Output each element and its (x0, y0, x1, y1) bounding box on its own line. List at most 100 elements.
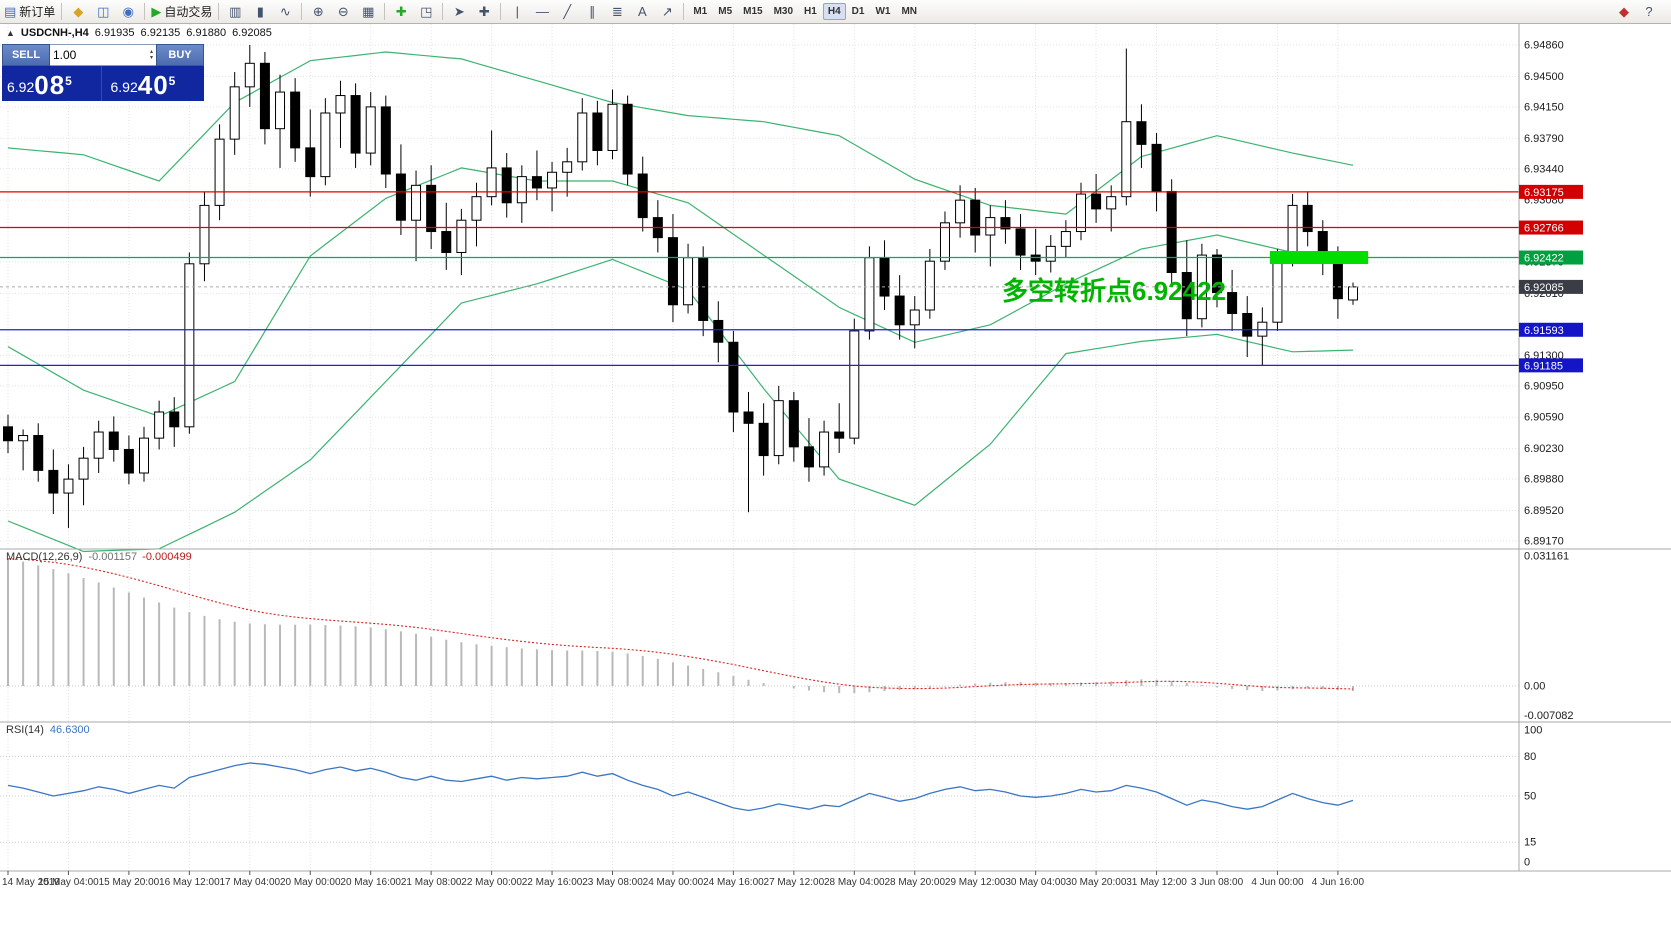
autotrading-button[interactable]: ▶ 自动交易 (149, 2, 214, 22)
candlestick-chart-icon[interactable]: ▮ (248, 2, 272, 22)
horizontal-line-objects[interactable] (0, 191, 1519, 366)
svg-text:23 May 08:00: 23 May 08:00 (582, 877, 643, 888)
buy-price[interactable]: 6.92 40 5 (102, 66, 205, 101)
toolbar-separator (218, 3, 220, 20)
tf-m15[interactable]: M15 (738, 3, 767, 20)
volume-stepper[interactable]: 1.00 ▴ ▾ (50, 44, 156, 66)
pivot-highlight-box[interactable] (1269, 251, 1369, 265)
svg-text:16 May 12:00: 16 May 12:00 (159, 877, 220, 888)
toolbar-separator (500, 3, 502, 20)
metaeditor-icon-glyph: ◆ (73, 4, 84, 19)
svg-text:4 Jun 16:00: 4 Jun 16:00 (1312, 877, 1365, 888)
zoom-in-icon-glyph: ⊕ (312, 4, 324, 19)
svg-text:14 May 2019: 14 May 2019 (2, 877, 60, 888)
order-group: ▤ 新订单 (2, 2, 57, 22)
cursor-group: ➤ ✚ (447, 2, 496, 22)
tf-m5-label: M5 (718, 6, 733, 17)
volume-down-icon[interactable]: ▾ (149, 55, 153, 61)
tile-windows-icon[interactable]: ▦ (356, 2, 380, 22)
chart-window[interactable]: 6.94860 6.94500 6.94150 6.93790 6.93440 6.930… (0, 24, 1671, 949)
volume-value[interactable]: 1.00 (53, 48, 77, 62)
volume-spin-buttons[interactable]: ▴ ▾ (150, 49, 153, 61)
tf-w1-label: W1 (875, 6, 891, 17)
tf-mn[interactable]: MN (896, 3, 922, 20)
alert-icon-glyph: ◆ (1619, 4, 1629, 19)
alert-icon[interactable]: ◆ (1612, 2, 1636, 22)
macd-panel (0, 558, 1519, 694)
sell-button[interactable]: SELL (2, 44, 50, 66)
tf-h4[interactable]: H4 (822, 3, 846, 20)
chart-type-group: ▥ ▮ ∿ (223, 2, 297, 22)
svg-text:6.92766: 6.92766 (1524, 223, 1564, 235)
timeframe-group: M1 M5 M15 M30 H1 H4 D1 W1 MN (688, 3, 922, 20)
fibonacci-icon[interactable]: ≣ (605, 2, 629, 22)
new-chart-button[interactable]: ✚ (389, 2, 413, 22)
tf-m1-label: M1 (693, 6, 708, 17)
tf-h1[interactable]: H1 (799, 3, 822, 20)
sell-price[interactable]: 6.92 08 5 (2, 66, 102, 101)
arrow-object-icon[interactable]: ↗ (655, 2, 679, 22)
horizontal-line-icon-glyph: — (535, 4, 549, 19)
bar-chart-icon[interactable]: ▥ (223, 2, 247, 22)
rsi-panel (0, 755, 1519, 843)
cursor-icon[interactable]: ➤ (447, 2, 471, 22)
svg-text:0: 0 (1524, 857, 1530, 869)
line-chart-icon[interactable]: ∿ (273, 2, 297, 22)
price-chart-canvas[interactable]: 6.948606.945006.941506.937906.934406.930… (0, 24, 1671, 890)
channel-icon[interactable]: ∥ (580, 2, 604, 22)
text-label-icon[interactable]: A (630, 2, 654, 22)
svg-text:28 May 04:00: 28 May 04:00 (824, 877, 885, 888)
tf-w1[interactable]: W1 (870, 3, 895, 20)
panel-separators (0, 24, 1671, 872)
horizontal-line-icon[interactable]: — (530, 2, 554, 22)
macd-main-value: -0.001157 (88, 551, 138, 563)
svg-text:6.91185: 6.91185 (1524, 360, 1563, 372)
trendline-icon[interactable]: ╱ (555, 2, 579, 22)
volume-up-icon[interactable]: ▴ (149, 49, 153, 55)
tf-m15-label: M15 (743, 6, 763, 17)
autotrading-glyph: ▶ (151, 4, 162, 19)
help-icon[interactable]: ? (1637, 2, 1661, 22)
macd-signal-value: -0.000499 (142, 551, 192, 563)
text-label-icon-glyph: A (637, 4, 647, 19)
tf-m30[interactable]: M30 (769, 3, 798, 20)
new-order-button[interactable]: ▤ 新订单 (2, 2, 57, 22)
toolbar-separator (683, 3, 685, 20)
tf-m5[interactable]: M5 (713, 3, 737, 20)
rsi-value: 46.6300 (49, 724, 90, 736)
vertical-line-icon[interactable]: | (505, 2, 529, 22)
metaeditor-icon[interactable]: ◆ (66, 2, 90, 22)
tf-m1[interactable]: M1 (688, 3, 712, 20)
svg-text:50: 50 (1524, 791, 1536, 803)
svg-text:6.93440: 6.93440 (1524, 163, 1564, 175)
low-value: 6.91880 (186, 27, 227, 39)
svg-text:6.93175: 6.93175 (1524, 187, 1564, 199)
zoom-out-icon[interactable]: ⊖ (331, 2, 355, 22)
one-click-collapse-icon[interactable]: ▲ (6, 28, 15, 38)
one-click-trade-panel: SELL 1.00 ▴ ▾ BUY 6.92 08 5 6.92 40 5 (2, 44, 204, 101)
vertical-line-icon-glyph: | (515, 4, 520, 19)
autotrading-button-label: 自动交易 (164, 5, 213, 19)
main-toolbar: ▤ 新订单 ◆ ◫ ◉ ▶ 自动交易 ▥ ▮ ∿ ⊕ ⊖ ▦ ✚ ◳ ➤ ✚ | — ╱ ∥ ≣ A ↗ M1 M5 M15 M30 H… (0, 0, 1671, 24)
tf-h4-label: H4 (827, 6, 841, 17)
buy-button[interactable]: BUY (156, 44, 204, 66)
market-watch-icon[interactable]: ◫ (91, 2, 115, 22)
zoom-in-icon[interactable]: ⊕ (306, 2, 330, 22)
buy-price-big-figure: 6.92 (110, 79, 138, 95)
svg-text:6.90230: 6.90230 (1524, 443, 1564, 455)
svg-text:6.94500: 6.94500 (1524, 71, 1564, 83)
open-value: 6.91935 (94, 27, 135, 39)
navigator-icon[interactable]: ◉ (116, 2, 140, 22)
svg-text:15: 15 (1524, 837, 1536, 849)
high-value: 6.92135 (140, 27, 181, 39)
price-tags[interactable]: 6.93175 6.92766 6.92422 6.91593 6.91185 6.920… (1519, 184, 1583, 373)
drawing-tools-group: | — ╱ ∥ ≣ A ↗ (505, 2, 679, 22)
crosshair-icon[interactable]: ✚ (472, 2, 496, 22)
tf-d1[interactable]: D1 (847, 3, 870, 20)
macd-label: MACD(12,26,9) -0.001157 -0.000499 (6, 551, 192, 563)
tile-windows-icon-glyph: ▦ (362, 4, 375, 19)
pivot-annotation-text[interactable]: 多空转折点6.92422 (1002, 276, 1226, 306)
profiles-button[interactable]: ◳ (414, 2, 438, 22)
svg-text:4 Jun 00:00: 4 Jun 00:00 (1251, 877, 1304, 888)
